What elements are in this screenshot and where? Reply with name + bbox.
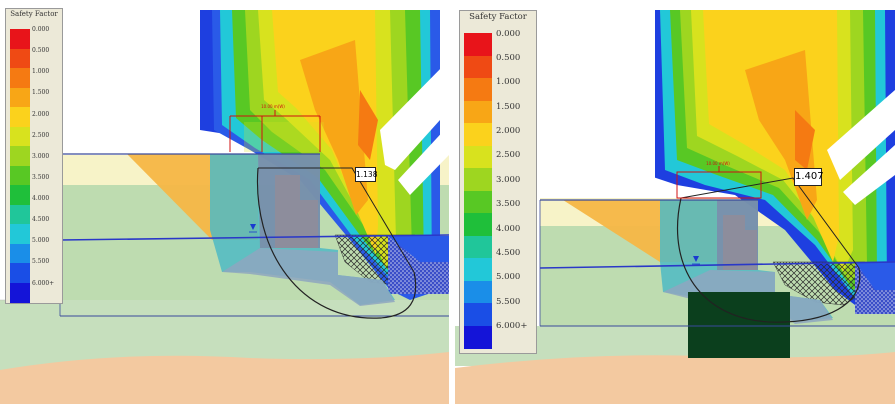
- legend-value: 1.000: [32, 68, 50, 76]
- legend-swatch: [10, 87, 30, 108]
- legend-swatch: [464, 33, 492, 56]
- dimension-label: 10.00 m(W): [261, 104, 285, 109]
- legend-value: 3.000: [32, 152, 50, 160]
- legend-swatch: [10, 185, 30, 205]
- legend-swatch: [464, 100, 492, 124]
- legend-value: 0.000: [496, 28, 521, 39]
- legend-swatch: [464, 258, 492, 281]
- legend-value: 2.000: [32, 110, 50, 118]
- water-table-marker: [692, 256, 700, 265]
- legend-swatch: [10, 29, 30, 49]
- legend-value: 3.500: [32, 173, 50, 181]
- legend-value: 1.500: [32, 89, 50, 97]
- legend-value: 2.000: [496, 126, 521, 136]
- legend-swatch: [10, 243, 30, 264]
- legend-swatch: [464, 213, 492, 236]
- left-model-panel: Safety Factor 0.000 0.500 1.000 1.500 2.000 2…: [0, 8, 449, 404]
- legend-swatch: [464, 55, 492, 79]
- safety-factor-legend: Safety Factor 0.000 0.500 1.000 1.500 2.000 2…: [459, 10, 537, 354]
- dimension-label: 10.00 m(W): [706, 161, 730, 166]
- legend-title: Safety Factor: [469, 12, 527, 22]
- legend-swatch: [10, 224, 30, 244]
- legend-value: 0.000: [32, 26, 50, 33]
- legend-value: 1.500: [496, 101, 521, 112]
- dimension-bracket: [229, 110, 321, 152]
- legend-swatch: [10, 263, 30, 283]
- legend-value: 6.000+: [32, 279, 55, 287]
- legend-swatch: [10, 126, 30, 147]
- left-model-drawing: [0, 10, 449, 404]
- legend-value: 1.000: [496, 77, 521, 88]
- slip-circle: [676, 197, 861, 323]
- legend-swatch: [10, 146, 30, 166]
- legend-value: 5.500: [32, 258, 50, 266]
- soil-layer-bottom: [0, 352, 449, 404]
- legend-swatch: [464, 168, 492, 191]
- legend-swatch: [10, 48, 30, 69]
- legend-swatch: [464, 235, 492, 259]
- legend-swatch: [10, 282, 30, 303]
- legend-swatch: [464, 325, 492, 349]
- legend-swatch: [464, 145, 492, 169]
- legend-swatch: [464, 190, 492, 214]
- legend-value: 4.000: [496, 223, 521, 234]
- legend-value: 5.000: [496, 272, 521, 283]
- safety-factor-label: 1.407: [794, 168, 824, 186]
- panel-divider: [449, 0, 455, 404]
- legend-swatch: [10, 204, 30, 225]
- wall-base: [222, 248, 395, 306]
- safety-factor-contours: [200, 10, 449, 300]
- legend-value: 5.500: [496, 296, 521, 307]
- soil-layer-bottom: [455, 352, 895, 404]
- legend-swatch: [10, 107, 30, 127]
- dimension-bracket: [676, 166, 762, 199]
- safety-factor-label: 1.138: [355, 167, 377, 182]
- safety-factor-legend: Safety Factor 0.000 0.500 1.000 1.500 2.000 2…: [5, 8, 63, 304]
- legend-value: 6.000+: [496, 321, 528, 331]
- water-table-marker: [249, 224, 257, 233]
- slip-circle: [256, 167, 417, 319]
- legend-value: 3.500: [496, 199, 521, 210]
- legend-swatch: [464, 78, 492, 101]
- legend-value: 4.500: [32, 216, 50, 224]
- legend-value: 5.000: [32, 237, 50, 245]
- legend-value: 0.500: [496, 52, 521, 63]
- ground-improvement-block: [688, 292, 790, 358]
- legend-title: Safety Factor: [10, 10, 58, 18]
- legend-value: 4.500: [496, 247, 521, 258]
- legend-value: 2.500: [32, 131, 50, 139]
- legend-value: 2.500: [496, 150, 521, 161]
- legend-value: 0.500: [32, 47, 50, 55]
- legend-swatch: [464, 280, 492, 304]
- legend-value: 4.000: [32, 195, 50, 202]
- legend-swatch: [464, 303, 492, 326]
- right-model-panel: Safety Factor 0.000 0.500 1.000 1.500 2.000 2…: [455, 0, 895, 404]
- legend-swatch: [464, 123, 492, 146]
- legend-value: 3.000: [496, 174, 521, 185]
- legend-swatch: [10, 165, 30, 186]
- legend-swatch: [10, 68, 30, 88]
